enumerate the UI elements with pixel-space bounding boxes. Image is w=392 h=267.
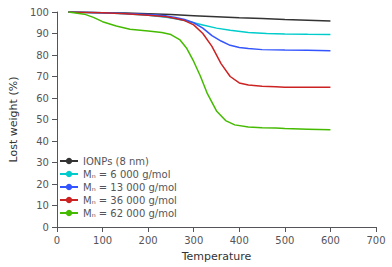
svg-text:200: 200 — [139, 235, 158, 246]
svg-text:500: 500 — [275, 235, 294, 246]
svg-text:10: 10 — [36, 200, 49, 211]
svg-text:Mₙ = 62 000 g/mol: Mₙ = 62 000 g/mol — [83, 208, 177, 219]
svg-text:Mₙ = 13 000 g/mol: Mₙ = 13 000 g/mol — [83, 182, 177, 193]
svg-text:Temperature: Temperature — [181, 250, 252, 263]
svg-text:40: 40 — [36, 136, 49, 147]
svg-text:80: 80 — [36, 50, 49, 61]
svg-text:Lost weight (%): Lost weight (%) — [7, 77, 20, 163]
svg-text:IONPs (8 nm): IONPs (8 nm) — [83, 156, 149, 167]
svg-text:100: 100 — [93, 235, 112, 246]
svg-text:70: 70 — [36, 71, 49, 82]
svg-text:90: 90 — [36, 28, 49, 39]
svg-text:700: 700 — [366, 235, 385, 246]
svg-text:Mₙ = 6 000 g/mol: Mₙ = 6 000 g/mol — [83, 169, 171, 180]
svg-text:0: 0 — [43, 222, 49, 233]
svg-text:50: 50 — [36, 114, 49, 125]
svg-text:30: 30 — [36, 157, 49, 168]
svg-text:60: 60 — [36, 93, 49, 104]
svg-text:400: 400 — [230, 235, 249, 246]
svg-text:Mₙ = 36 000 g/mol: Mₙ = 36 000 g/mol — [83, 195, 177, 206]
svg-text:600: 600 — [321, 235, 340, 246]
svg-text:300: 300 — [184, 235, 203, 246]
svg-text:0: 0 — [54, 235, 60, 246]
svg-text:100: 100 — [30, 7, 49, 18]
svg-text:20: 20 — [36, 179, 49, 190]
